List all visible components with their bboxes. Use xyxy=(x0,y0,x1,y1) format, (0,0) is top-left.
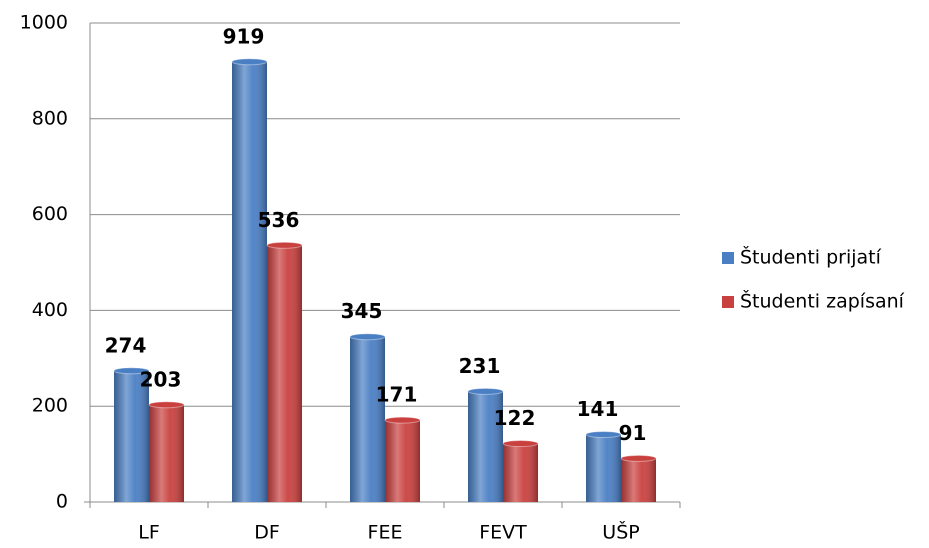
bar-shading xyxy=(267,245,302,503)
legend-swatch xyxy=(722,296,734,308)
x-tick-label: FEVT xyxy=(479,522,527,544)
bar-cap xyxy=(113,367,150,375)
bar-shading xyxy=(114,370,149,502)
legend-swatch xyxy=(722,252,734,264)
y-tick-label: 800 xyxy=(32,107,68,129)
bar-shading xyxy=(621,458,656,502)
x-tick-label: UŠP xyxy=(602,520,639,544)
bar-cap xyxy=(467,387,504,395)
data-label: 919 xyxy=(223,24,265,48)
bar-cap xyxy=(148,401,185,409)
bar-cap xyxy=(620,454,657,462)
y-tick-label: 0 xyxy=(56,491,68,513)
x-tick-label: FEE xyxy=(368,522,403,544)
data-label: 91 xyxy=(619,421,647,445)
data-label: 345 xyxy=(341,299,383,323)
y-tick-label: 200 xyxy=(32,395,68,417)
bar-shading xyxy=(149,404,184,502)
data-label: 536 xyxy=(258,208,300,232)
bar-shading xyxy=(468,391,503,502)
legend-label: Študenti zapísaní xyxy=(740,289,905,313)
data-label: 141 xyxy=(577,397,619,421)
bar-cap xyxy=(502,440,539,448)
bar-shading xyxy=(586,434,621,502)
data-label: 203 xyxy=(140,367,182,391)
bar-cap xyxy=(585,430,622,438)
y-tick-label: 600 xyxy=(32,203,68,225)
bar-shading xyxy=(350,336,385,502)
bar-cap xyxy=(349,333,386,341)
bar-shading xyxy=(503,443,538,502)
data-label: 274 xyxy=(105,333,147,357)
y-tick-label: 400 xyxy=(32,299,68,321)
data-label: 171 xyxy=(376,383,418,407)
bar-shading xyxy=(385,420,420,502)
x-tick-label: LF xyxy=(138,522,160,544)
bar-cap xyxy=(231,58,268,66)
y-tick-label: 1000 xyxy=(20,12,68,34)
data-label: 122 xyxy=(494,406,536,430)
data-label: 231 xyxy=(459,354,501,378)
legend-label: Študenti prijatí xyxy=(740,245,882,269)
bar-cap xyxy=(266,241,303,249)
bar-cap xyxy=(384,416,421,424)
bar-shading xyxy=(232,61,267,502)
x-tick-label: DF xyxy=(254,522,280,544)
